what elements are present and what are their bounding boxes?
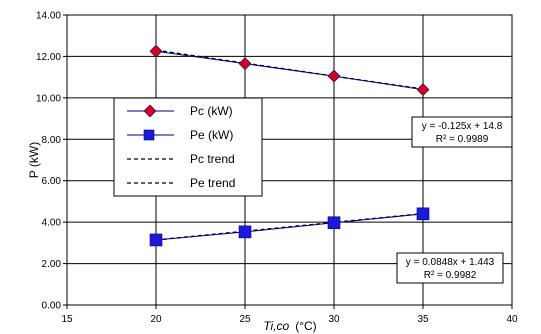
point-pc (238, 57, 252, 71)
series (149, 44, 430, 247)
y-axis-title: P (kW) (27, 142, 41, 178)
y-tick-label: 6.00 (42, 176, 62, 187)
point-pe (149, 233, 163, 247)
x-tick-label: 25 (239, 314, 251, 325)
x-axis-title-italic: Ti,co (263, 319, 289, 333)
equation-box-pe: y = 0.0848x + 1.443 R² = 0.9982 (396, 252, 504, 284)
legend-label-pc: Pc (kW) (190, 104, 233, 118)
r2-pc: R² = 0.9989 (436, 134, 489, 145)
y-tick-label: 14.00 (36, 11, 61, 22)
y-tick-label: 8.00 (42, 135, 62, 146)
x-tick-label: 40 (506, 314, 518, 325)
legend-label-pc-trend: Pc trend (190, 152, 235, 166)
series-line-pe (155, 213, 424, 241)
equation-box-pc-frame (411, 116, 513, 148)
x-tick-label: 20 (150, 314, 162, 325)
legend: Pc (kW) Pe (kW) Pc trend Pe trend (113, 97, 263, 197)
point-pc (416, 83, 430, 96)
point-pe (416, 207, 430, 221)
x-tick-label: 35 (417, 314, 429, 325)
legend-box (113, 97, 263, 197)
y-tick-label: 0.00 (42, 301, 62, 312)
equation-box-pc: y = -0.125x + 14.8 R² = 0.9989 (411, 116, 513, 148)
equation-box-pe-frame (396, 252, 504, 284)
y-tick-label: 10.00 (36, 93, 61, 104)
point-pe (327, 216, 341, 230)
equation-pe: y = 0.0848x + 1.443 (406, 257, 495, 268)
point-pe (238, 225, 252, 239)
x-tick-label: 30 (328, 314, 340, 325)
series-line-pc (155, 50, 424, 91)
legend-marker-pc (143, 104, 157, 118)
y-tick-label: 12.00 (36, 52, 61, 63)
y-tick-label: 4.00 (42, 218, 62, 229)
y-tick-label: 2.00 (42, 259, 62, 270)
point-pc (149, 44, 163, 58)
legend-label-pe: Pe (kW) (190, 128, 233, 142)
x-tick-label: 15 (61, 314, 73, 325)
legend-marker-pe (143, 129, 155, 141)
r2-pe: R² = 0.9982 (424, 270, 477, 281)
x-axis-title-unit: (°C) (295, 319, 316, 333)
x-axis: 15 20 25 30 35 40 (61, 305, 518, 325)
legend-label-pe-trend: Pe trend (190, 176, 235, 190)
point-pc (327, 69, 341, 83)
y-axis: 0.00 2.00 4.00 6.00 8.00 10.00 12.00 14.00 (36, 11, 67, 312)
x-axis-title: Ti,co (°C) (263, 319, 316, 333)
equation-pc: y = -0.125x + 14.8 (422, 121, 503, 132)
